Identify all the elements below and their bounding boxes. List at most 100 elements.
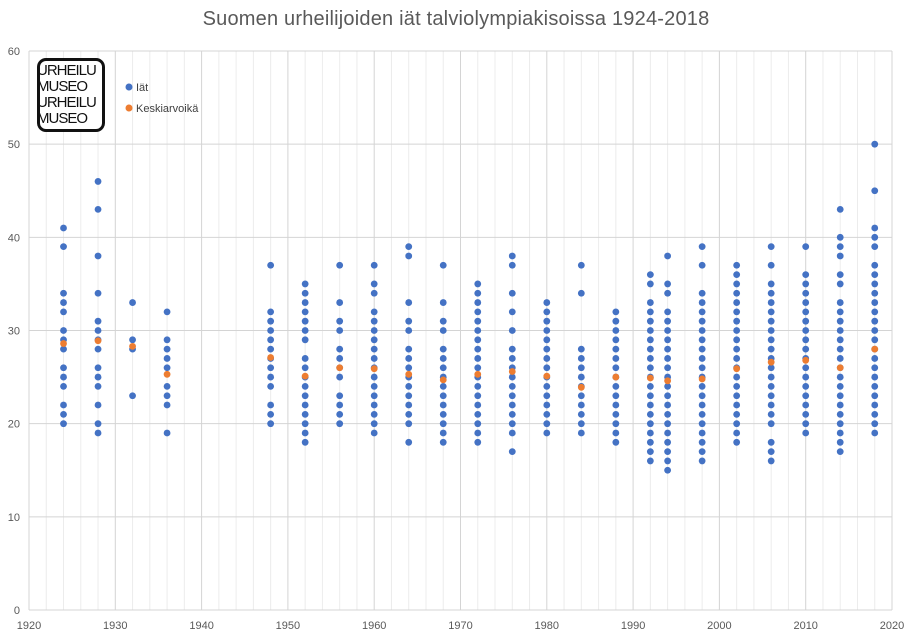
age-point	[698, 429, 706, 437]
y-axis-tick-labels: 0 10 20 30 40 50 60	[8, 46, 20, 617]
age-point	[836, 299, 844, 306]
age-point	[474, 383, 482, 390]
age-point	[336, 373, 344, 381]
age-point	[646, 345, 654, 353]
age-point	[802, 336, 810, 344]
age-point	[474, 289, 482, 297]
age-point	[508, 392, 516, 400]
age-point	[836, 317, 844, 325]
mean-age-point	[129, 342, 136, 350]
logo-line: URHEILU	[37, 62, 97, 79]
age-point	[646, 271, 654, 278]
age-point	[871, 299, 879, 306]
mean-age-point	[336, 364, 344, 372]
age-point	[733, 355, 741, 362]
age-point	[802, 308, 810, 316]
age-point	[733, 401, 741, 409]
age-point	[267, 364, 275, 372]
age-point	[405, 420, 413, 428]
age-point	[474, 355, 482, 362]
age-point	[646, 392, 654, 400]
age-point	[871, 373, 879, 381]
age-point	[646, 280, 654, 288]
age-point	[508, 289, 516, 297]
age-point	[543, 420, 551, 428]
age-point	[646, 299, 654, 306]
age-point	[94, 317, 102, 325]
mean-age-point	[612, 373, 620, 381]
age-point	[508, 261, 516, 269]
age-point	[612, 383, 620, 390]
age-point	[508, 308, 516, 316]
age-point	[664, 401, 672, 409]
age-point	[733, 271, 741, 278]
age-point	[370, 280, 378, 288]
age-point	[370, 383, 378, 390]
age-point	[439, 299, 447, 306]
age-point	[612, 429, 620, 437]
age-point	[267, 308, 275, 316]
age-point	[301, 317, 309, 325]
age-point	[733, 429, 741, 437]
age-point	[802, 271, 810, 278]
age-point	[664, 289, 672, 297]
x-tick-label: 1920	[17, 620, 41, 632]
age-point	[405, 345, 413, 353]
age-point	[612, 336, 620, 344]
age-point	[267, 345, 275, 353]
x-tick-label: 1970	[448, 620, 472, 632]
age-point	[267, 383, 275, 390]
age-point	[163, 383, 171, 390]
age-point	[871, 327, 879, 334]
age-point	[767, 392, 775, 400]
age-point	[94, 345, 102, 353]
age-point	[664, 308, 672, 316]
age-point	[60, 345, 67, 353]
age-point	[698, 327, 706, 334]
age-point	[60, 410, 67, 418]
age-point	[267, 410, 275, 418]
age-point	[646, 355, 654, 362]
age-point	[733, 317, 741, 325]
age-point	[439, 327, 447, 334]
y-tick-label: 10	[8, 512, 20, 524]
age-point	[698, 345, 706, 353]
age-point	[163, 345, 171, 353]
age-point	[301, 429, 309, 437]
age-point	[836, 252, 844, 260]
mean-age-point	[664, 377, 672, 385]
age-point	[301, 383, 309, 390]
age-point	[836, 243, 844, 251]
age-point	[646, 410, 654, 418]
age-point	[871, 401, 879, 409]
age-point	[733, 438, 741, 446]
age-point	[802, 243, 810, 251]
legend-marker-keskiarvoika	[125, 104, 133, 112]
mean-age-point	[836, 364, 844, 372]
age-point	[733, 289, 741, 297]
age-point	[405, 327, 413, 334]
mean-age-point	[301, 372, 309, 380]
age-point	[301, 299, 309, 306]
age-point	[836, 420, 844, 428]
age-point	[94, 364, 102, 372]
age-point	[543, 429, 551, 437]
age-point	[336, 401, 344, 409]
age-point	[646, 401, 654, 409]
age-point	[664, 429, 672, 437]
age-point	[664, 448, 672, 456]
age-point	[767, 280, 775, 288]
age-point	[733, 383, 741, 390]
age-point	[60, 401, 67, 409]
age-point	[60, 373, 67, 381]
age-point	[698, 308, 706, 316]
age-point	[60, 383, 67, 390]
age-point	[733, 336, 741, 344]
age-point	[336, 410, 344, 418]
age-point	[612, 364, 620, 372]
age-point	[733, 299, 741, 306]
age-point	[370, 327, 378, 334]
age-point	[336, 420, 344, 428]
age-point	[439, 410, 447, 418]
